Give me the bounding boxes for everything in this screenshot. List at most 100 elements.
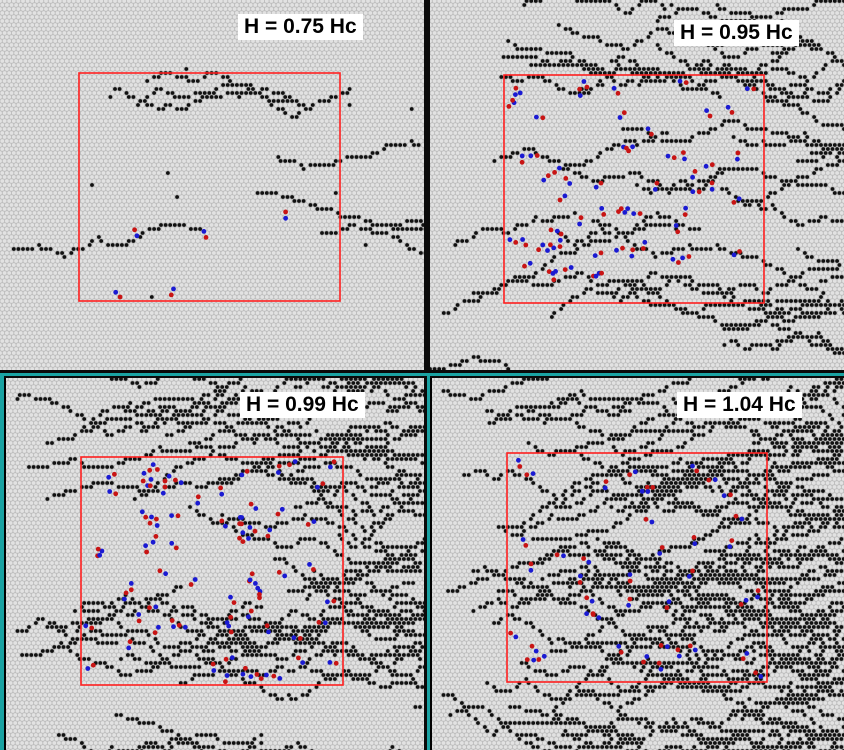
- blue-spin: [255, 586, 260, 591]
- red-spin: [628, 579, 633, 584]
- blue-spin: [657, 551, 662, 556]
- blue-spin: [248, 578, 253, 583]
- blue-spin: [745, 86, 750, 91]
- blue-spin: [680, 256, 685, 261]
- blue-spin: [508, 237, 513, 242]
- red-spin: [644, 517, 649, 522]
- blue-spin: [665, 644, 670, 649]
- red-spin: [684, 80, 689, 85]
- blue-spin: [156, 625, 161, 630]
- red-spin: [672, 155, 677, 160]
- blue-spin: [167, 474, 172, 479]
- blue-spin: [169, 513, 174, 518]
- blue-spin: [183, 625, 188, 630]
- blue-spin: [240, 530, 245, 535]
- blue-spin: [693, 648, 698, 653]
- red-spin: [523, 543, 528, 548]
- red-spin: [630, 247, 635, 252]
- red-spin: [525, 657, 530, 662]
- red-spin: [163, 485, 168, 490]
- blue-spin: [630, 144, 635, 149]
- blue-spin: [238, 515, 243, 520]
- red-spin: [112, 472, 117, 477]
- blue-spin: [171, 287, 176, 292]
- red-spin: [132, 227, 137, 232]
- blue-spin: [659, 667, 664, 672]
- red-spin: [219, 519, 224, 524]
- red-spin: [513, 240, 518, 245]
- red-spin: [141, 479, 146, 484]
- blue-spin: [577, 222, 582, 227]
- blue-spin: [722, 493, 727, 498]
- lattice-map-099: [6, 378, 427, 750]
- blue-spin: [561, 553, 566, 558]
- blue-spin: [325, 599, 330, 604]
- blue-spin: [266, 630, 271, 635]
- blue-spin: [276, 470, 281, 475]
- blue-spin: [248, 525, 253, 530]
- blue-spin: [666, 154, 671, 159]
- red-spin: [265, 623, 270, 628]
- blue-spin: [153, 605, 158, 610]
- blue-spin: [625, 206, 630, 211]
- blue-spin: [163, 571, 168, 576]
- blue-spin: [161, 491, 166, 496]
- blue-spin: [211, 668, 216, 673]
- blue-spin: [758, 674, 763, 679]
- red-spin: [255, 672, 260, 677]
- blue-spin: [569, 265, 574, 270]
- red-spin: [624, 146, 629, 151]
- red-spin: [681, 150, 686, 155]
- blue-spin: [603, 486, 608, 491]
- divider-teal-edge: [0, 373, 4, 750]
- red-spin: [243, 666, 248, 671]
- red-spin: [266, 534, 271, 539]
- red-spin: [129, 587, 134, 592]
- blue-spin: [83, 623, 88, 628]
- blue-spin: [136, 612, 141, 617]
- blue-spin: [710, 187, 715, 192]
- red-spin: [753, 670, 758, 675]
- blue-spin: [149, 515, 154, 520]
- blue-spin: [618, 115, 623, 120]
- blue-spin: [629, 254, 634, 259]
- panel-h-099: H = 0.99 Hc: [6, 378, 427, 750]
- blue-spin: [513, 635, 518, 640]
- blue-spin: [97, 553, 102, 558]
- red-spin: [536, 247, 541, 252]
- blue-spin: [739, 517, 744, 522]
- blue-spin: [567, 181, 572, 186]
- blue-spin: [628, 572, 633, 577]
- red-spin: [522, 264, 527, 269]
- blue-spin: [596, 615, 601, 620]
- blue-spin: [744, 651, 749, 656]
- blue-spin: [755, 595, 760, 600]
- blue-spin: [594, 185, 599, 190]
- red-spin: [514, 86, 519, 91]
- blue-spin: [616, 644, 621, 649]
- red-spin: [224, 657, 229, 662]
- red-spin: [118, 295, 123, 300]
- red-spin: [710, 162, 715, 167]
- red-spin: [546, 173, 551, 178]
- red-spin: [245, 469, 250, 474]
- blue-spin: [584, 611, 589, 616]
- blue-spin: [631, 211, 636, 216]
- red-spin: [298, 636, 303, 641]
- blue-spin: [622, 210, 627, 215]
- blue-spin: [126, 646, 131, 651]
- blue-spin: [534, 115, 539, 120]
- blue-spin: [677, 654, 682, 659]
- red-spin: [599, 181, 604, 186]
- red-spin: [585, 85, 590, 90]
- red-spin: [693, 169, 698, 174]
- red-spin: [520, 160, 525, 165]
- red-spin: [688, 644, 693, 649]
- red-spin: [148, 521, 153, 526]
- red-spin: [128, 639, 133, 644]
- blue-spin: [735, 157, 740, 162]
- red-spin: [584, 595, 589, 600]
- blue-spin: [590, 599, 595, 604]
- red-spin: [276, 512, 281, 517]
- red-spin: [581, 556, 586, 561]
